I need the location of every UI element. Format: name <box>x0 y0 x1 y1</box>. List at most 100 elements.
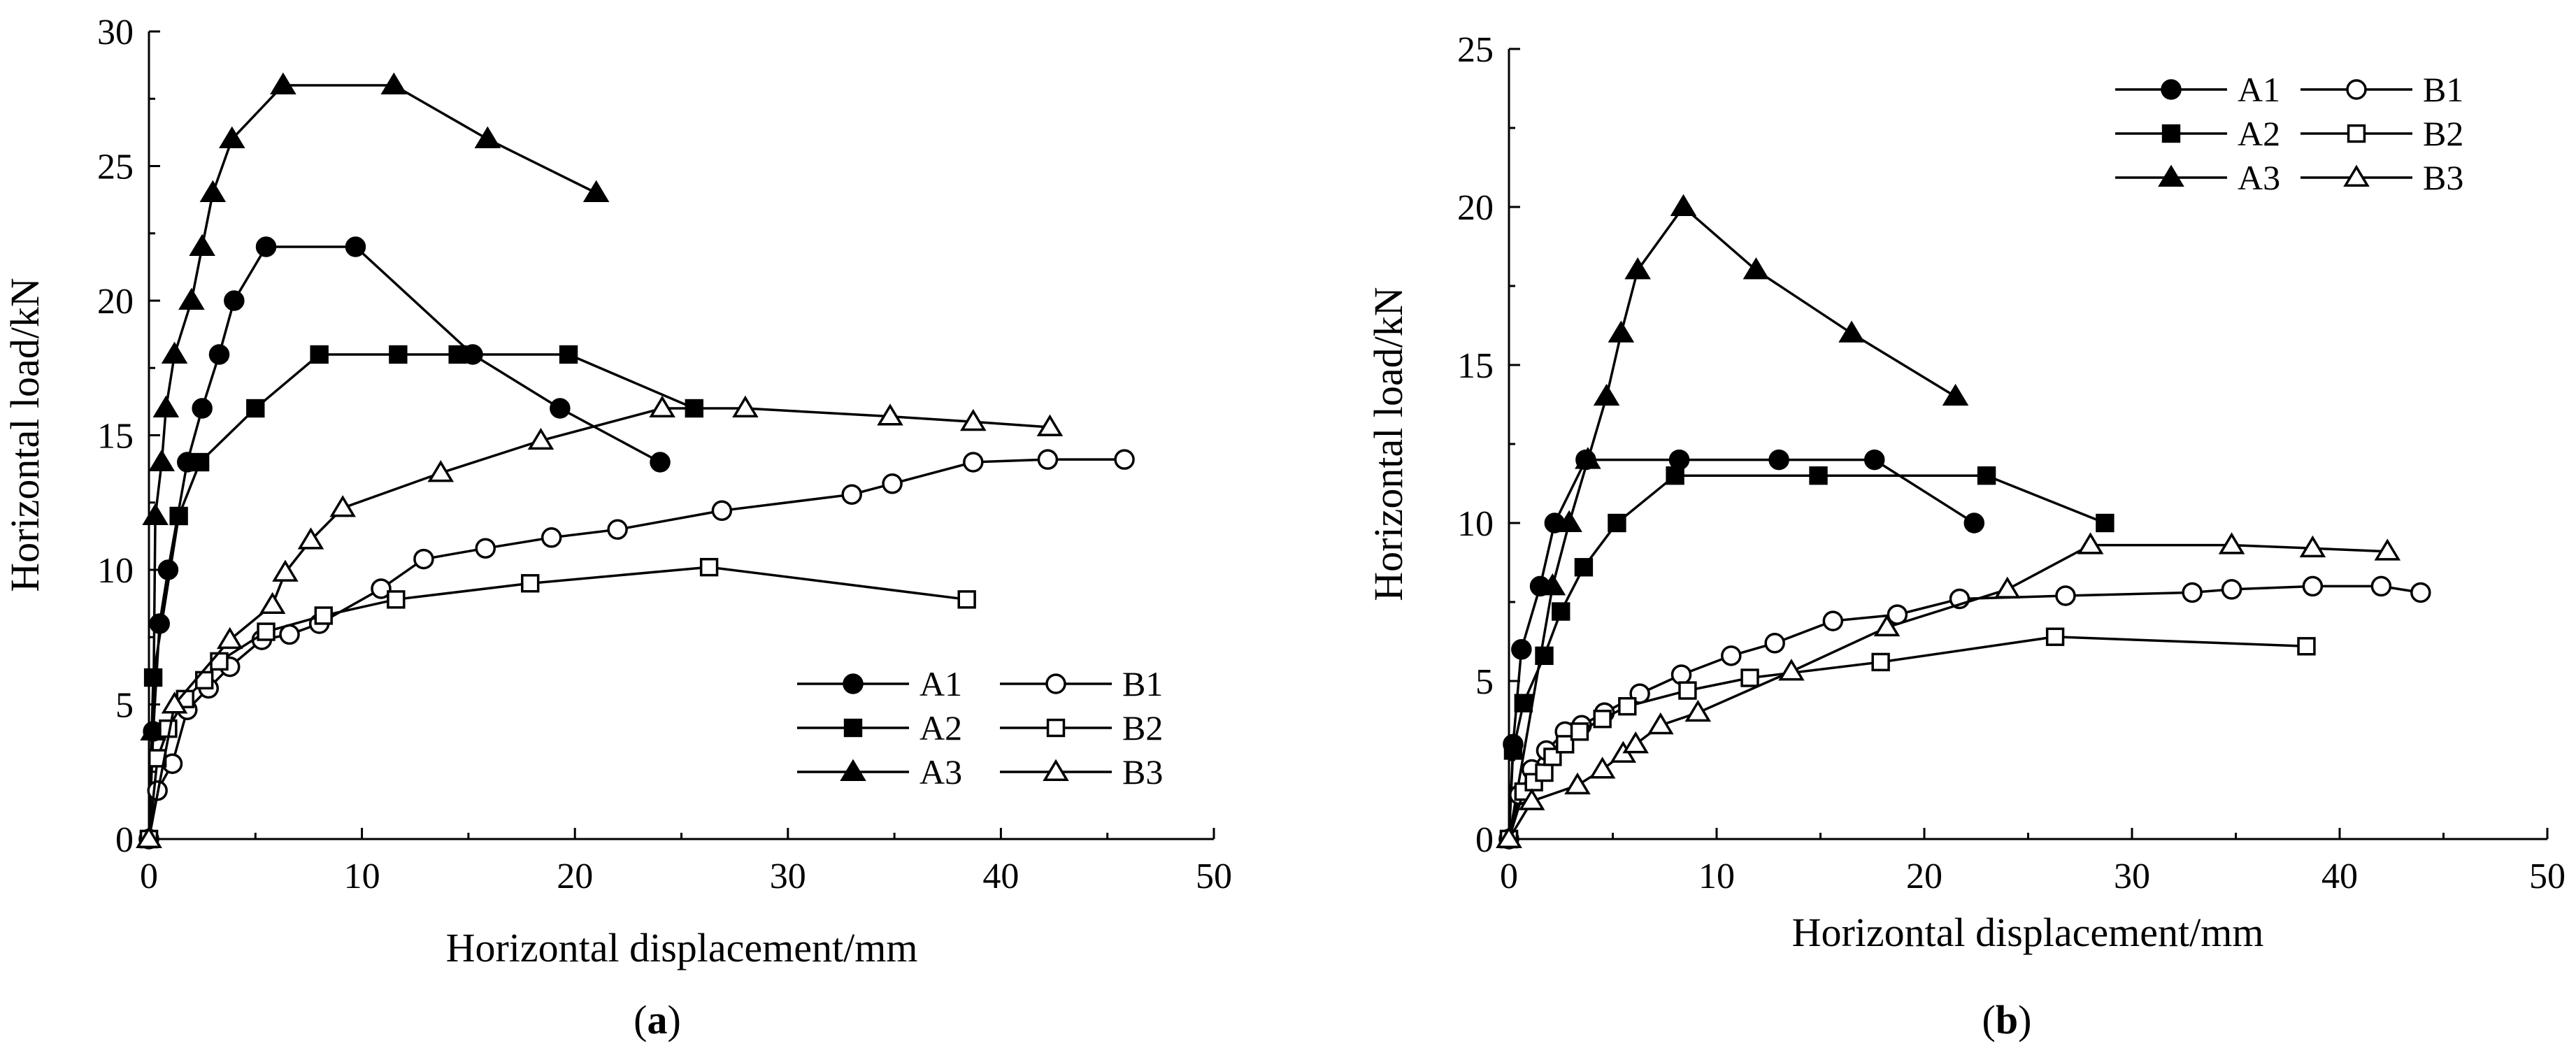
legend: A1 A2 A3 B1 B2 B3 <box>2115 70 2463 197</box>
series-line <box>1508 635 2307 840</box>
data-point <box>427 460 455 482</box>
legend-item-A3: A3 <box>797 752 962 791</box>
data-point <box>257 622 276 641</box>
legend-marker <box>1046 718 1066 738</box>
data-point <box>963 452 984 473</box>
data-point <box>1838 320 1865 343</box>
data-point <box>1963 513 1985 533</box>
data-point <box>272 559 299 582</box>
series-A2 <box>1499 466 2115 849</box>
x-tick-label: 30 <box>770 857 806 896</box>
data-point <box>192 398 213 419</box>
data-point <box>1114 449 1135 470</box>
data-point <box>1608 320 1635 343</box>
legend-marker <box>2158 164 2184 187</box>
data-point <box>387 590 406 609</box>
data-point <box>1608 513 1626 533</box>
series-line <box>1508 474 2106 840</box>
series-line <box>148 245 661 840</box>
legend-item-B1: B1 <box>1000 664 1163 703</box>
data-point <box>960 408 987 431</box>
data-point <box>1037 449 1059 470</box>
x-tick-label: 20 <box>1906 857 1942 896</box>
data-point <box>474 126 501 148</box>
data-point <box>1721 645 1742 666</box>
data-point <box>380 72 408 94</box>
y-tick-label: 5 <box>1475 662 1494 702</box>
data-point <box>521 574 540 593</box>
legend-item-B3: B3 <box>1000 752 1163 791</box>
data-point <box>1589 757 1616 779</box>
data-point <box>1535 763 1554 782</box>
legend-item-A2: A2 <box>797 708 962 747</box>
panel-letter: a <box>647 997 668 1043</box>
y-tick-label: 20 <box>1457 188 1494 228</box>
data-point <box>1942 383 1969 406</box>
data-point <box>314 606 333 625</box>
legend-label: B2 <box>2423 114 2463 153</box>
data-point <box>732 395 759 417</box>
x-axis-label: Horizontal displacement/mm <box>1792 910 2264 955</box>
series-A1 <box>138 236 671 850</box>
data-point <box>178 287 205 310</box>
data-point <box>1670 194 1697 216</box>
series-line <box>148 353 695 840</box>
data-point <box>148 449 176 471</box>
data-point <box>1809 466 1828 485</box>
data-point <box>841 484 862 505</box>
data-point <box>527 427 554 450</box>
series-B2 <box>1499 627 2316 849</box>
data-point <box>550 398 571 419</box>
data-point <box>1670 664 1692 685</box>
x-tick-label: 10 <box>1698 857 1735 896</box>
legend-item-B1: B1 <box>2300 70 2463 109</box>
legend-marker <box>840 759 866 781</box>
data-point <box>1764 633 1785 654</box>
data-point <box>1684 699 1712 722</box>
data-point <box>1994 576 2021 599</box>
data-point <box>2302 575 2324 597</box>
y-axis-label: Horizontal load/kN <box>2 278 48 592</box>
data-point <box>259 592 286 615</box>
data-point <box>1503 741 1523 760</box>
x-tick-label: 20 <box>557 857 593 896</box>
chart-panel-a: 0 10 20 30 40 50 0 5 10 15 20 25 30 Horizontal displa… <box>2 13 1232 1043</box>
legend-label: A2 <box>2238 114 2280 153</box>
data-point <box>699 557 719 577</box>
legend-label: A2 <box>920 708 962 747</box>
legend-label: B3 <box>1122 752 1163 791</box>
series-B1 <box>1498 575 2431 850</box>
legend-marker <box>1045 673 1066 694</box>
data-point <box>607 519 628 540</box>
data-point <box>1622 731 1649 754</box>
data-point <box>190 452 210 472</box>
data-point <box>161 692 188 714</box>
data-point <box>1518 788 1545 810</box>
y-tick-label: 5 <box>115 686 134 726</box>
data-point <box>270 72 296 94</box>
legend-marker <box>843 718 863 738</box>
data-point <box>136 826 162 848</box>
legend-label: A3 <box>920 752 962 791</box>
data-point <box>1873 614 1901 637</box>
data-point <box>140 718 166 740</box>
series-line <box>1508 585 2421 840</box>
data-point <box>152 395 180 417</box>
series-line <box>148 458 1125 840</box>
data-point <box>2299 535 2326 558</box>
data-point <box>2077 532 2104 554</box>
legend-marker <box>2343 164 2370 187</box>
legend: A1 A2 A3 B1 B2 B3 <box>797 664 1163 791</box>
data-point <box>169 506 188 526</box>
data-point <box>1666 466 1684 485</box>
data-point <box>2374 538 2401 561</box>
data-point <box>246 399 265 418</box>
data-point <box>345 236 366 257</box>
data-point <box>1556 510 1582 532</box>
legend-item-A2: A2 <box>2115 114 2280 153</box>
legend-item-B3: B3 <box>2300 158 2463 197</box>
data-point <box>1593 710 1612 729</box>
data-point <box>1743 257 1770 280</box>
y-tick-label: 15 <box>97 417 134 457</box>
data-point <box>1552 602 1570 621</box>
